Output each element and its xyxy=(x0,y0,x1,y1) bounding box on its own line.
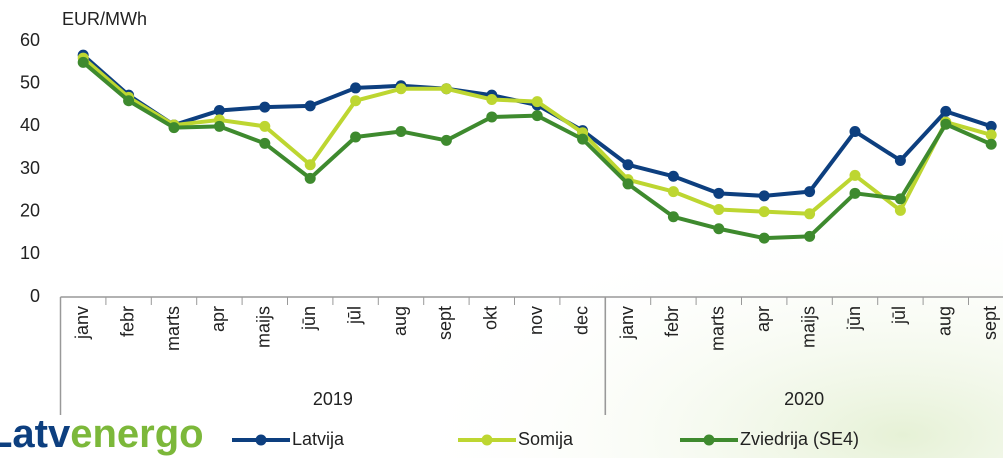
data-point xyxy=(77,56,89,68)
x-tick-label: okt xyxy=(481,306,501,330)
x-tick-label: sept xyxy=(435,306,455,340)
data-point xyxy=(440,134,452,146)
x-tick-label: jūn xyxy=(844,306,864,331)
data-point xyxy=(486,93,498,105)
data-point xyxy=(667,186,679,198)
data-point xyxy=(577,133,589,145)
x-tick-label: maijs xyxy=(798,306,818,348)
y-tick-label: 20 xyxy=(20,200,40,220)
x-tick-label: janv xyxy=(72,306,92,340)
data-point xyxy=(940,105,952,117)
x-tick-label: nov xyxy=(526,306,546,335)
data-point xyxy=(304,159,316,171)
data-point xyxy=(804,208,816,220)
legend-label: Latvija xyxy=(292,429,345,449)
logo-part: Latv xyxy=(0,412,71,456)
x-tick-label: marts xyxy=(708,306,728,351)
data-point xyxy=(713,223,725,235)
data-point xyxy=(168,122,180,134)
x-tick-label: dec xyxy=(571,306,591,335)
y-axis-label: EUR/MWh xyxy=(62,9,147,29)
x-tick-label: marts xyxy=(163,306,183,351)
data-point xyxy=(894,204,906,216)
data-point xyxy=(667,170,679,182)
data-point xyxy=(440,83,452,95)
data-point xyxy=(350,131,362,143)
data-point xyxy=(849,125,861,137)
data-point xyxy=(350,82,362,94)
data-point xyxy=(304,172,316,184)
data-point xyxy=(713,204,725,216)
logo-part: energo xyxy=(70,412,203,456)
data-point xyxy=(713,187,725,199)
data-point xyxy=(395,83,407,95)
data-point xyxy=(486,111,498,123)
group-label: 2020 xyxy=(784,389,824,409)
x-tick-label: febr xyxy=(117,306,137,337)
data-point xyxy=(894,193,906,205)
data-point xyxy=(849,187,861,199)
data-point xyxy=(531,110,543,122)
data-point xyxy=(259,101,271,113)
x-tick-label: apr xyxy=(753,306,773,332)
x-tick-label: maijs xyxy=(254,306,274,348)
legend-marker xyxy=(255,434,267,446)
y-tick-label: 40 xyxy=(20,115,40,135)
data-point xyxy=(213,120,225,132)
legend-label: Zviedrija (SE4) xyxy=(740,429,859,449)
data-point xyxy=(758,190,770,202)
y-tick-label: 50 xyxy=(20,72,40,92)
x-tick-label: aug xyxy=(935,306,955,336)
x-tick-label: janv xyxy=(617,306,637,340)
legend-label: Somija xyxy=(518,429,574,449)
data-point xyxy=(622,159,634,171)
legend-marker xyxy=(703,434,715,446)
data-point xyxy=(804,186,816,198)
x-tick-label: aug xyxy=(390,306,410,336)
y-tick-label: 0 xyxy=(30,286,40,306)
data-point xyxy=(213,105,225,117)
data-point xyxy=(758,206,770,218)
data-point xyxy=(259,120,271,132)
data-point xyxy=(985,129,997,141)
data-point xyxy=(622,178,634,190)
data-point xyxy=(395,125,407,137)
y-tick-label: 60 xyxy=(20,30,40,50)
x-tick-label: jūl xyxy=(344,306,364,325)
x-tick-label: febr xyxy=(662,306,682,337)
data-point xyxy=(804,230,816,242)
x-tick-label: jūl xyxy=(889,306,909,325)
data-point xyxy=(940,118,952,130)
data-point xyxy=(304,100,316,112)
group-label: 2019 xyxy=(313,389,353,409)
data-point xyxy=(259,137,271,149)
data-point xyxy=(531,96,543,108)
y-tick-label: 30 xyxy=(20,158,40,178)
data-point xyxy=(849,169,861,181)
logo: Latvenergo xyxy=(0,412,204,456)
legend-marker xyxy=(481,434,493,446)
x-tick-label: sept xyxy=(980,306,1000,340)
data-point xyxy=(123,95,135,107)
data-point xyxy=(985,138,997,150)
data-point xyxy=(894,154,906,166)
data-point xyxy=(350,95,362,107)
y-tick-label: 10 xyxy=(20,243,40,263)
x-tick-label: jūn xyxy=(299,306,319,331)
x-tick-label: apr xyxy=(208,306,228,332)
data-point xyxy=(985,120,997,132)
data-point xyxy=(667,211,679,223)
data-point xyxy=(758,232,770,244)
